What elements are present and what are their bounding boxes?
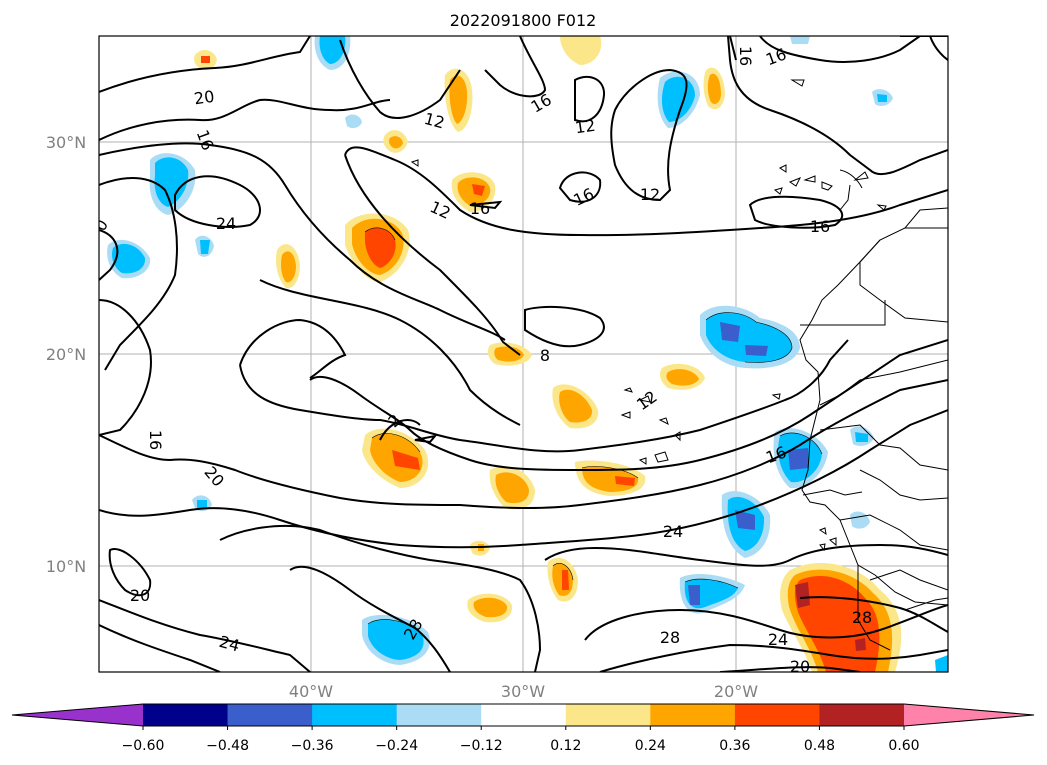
longitude-labels: 40°W 30°W 20°W (289, 682, 758, 701)
colorbar-cell (481, 704, 567, 726)
colorbar-cell (565, 704, 651, 726)
latitude-labels: 30°N 20°N 10°N (46, 133, 86, 576)
lon-label-30w: 30°W (501, 682, 545, 701)
contour-label: 24 (663, 522, 683, 541)
lon-label-20w: 20°W (714, 682, 758, 701)
colorbar-tick-label: −0.60 (122, 738, 165, 754)
colorbar-cell (650, 704, 736, 726)
map-frame (98, 35, 949, 673)
colorbar-tick-label: 0.48 (804, 738, 835, 754)
contour-label: 24 (217, 632, 242, 656)
colorbar-cell (227, 704, 313, 726)
colorbar-extend-high (904, 704, 1034, 726)
filled-anomalies (107, 36, 948, 672)
colorbar-tick-label: −0.12 (460, 738, 503, 754)
colorbar-tick-label: 0.12 (550, 738, 581, 754)
colorbar-cell (819, 704, 905, 726)
contour-label: 20 (193, 87, 216, 109)
contour-label: 28 (660, 628, 680, 647)
lat-label-20n: 20°N (46, 345, 86, 364)
anomaly-outlines (364, 227, 823, 635)
contour-label: 16 (146, 430, 165, 450)
contour-label: 12 (640, 185, 660, 204)
colorbar-tick-label: 0.36 (719, 738, 750, 754)
colorbar-tick-label: 0.24 (635, 738, 666, 754)
map-title: 2022091800 F012 (450, 11, 597, 30)
contour-label: 16 (810, 217, 830, 236)
contour-label: 28 (852, 608, 872, 627)
contours (99, 36, 948, 672)
contour-label: 16 (470, 199, 490, 218)
colorbar-cell (734, 704, 820, 726)
contour-label: 12 (422, 109, 447, 133)
colorbar-cell (312, 704, 398, 726)
colorbar-extend-low (12, 704, 143, 726)
contour-label: 24 (216, 214, 236, 233)
lat-label-30n: 30°N (46, 133, 86, 152)
contour-label: 20 (790, 657, 810, 676)
colorbar-tick-label: −0.24 (375, 738, 418, 754)
coastlines (410, 79, 948, 651)
map-area: 20 16 24 12 16 12 16 16 12 16 16 16 12 8… (99, 36, 948, 676)
colorbar: −0.60 −0.48 −0.36 −0.24 −0.12 0.12 0.24 0.36 0.4… (11, 703, 1035, 754)
contour-label: 24 (768, 630, 788, 649)
colorbar-tick-label: −0.48 (206, 738, 249, 754)
colorbar-tick-label: −0.36 (291, 738, 334, 754)
contour-label: 12 (574, 116, 597, 138)
contour-label: 20 (130, 586, 150, 605)
colorbar-cell (143, 704, 229, 726)
contour-label: 8 (540, 346, 550, 365)
lat-label-10n: 10°N (46, 557, 86, 576)
colorbar-tick-label: 0.60 (888, 738, 919, 754)
colorbar-cell (396, 704, 482, 726)
contour-label: 16 (736, 46, 755, 66)
lon-label-40w: 40°W (289, 682, 333, 701)
